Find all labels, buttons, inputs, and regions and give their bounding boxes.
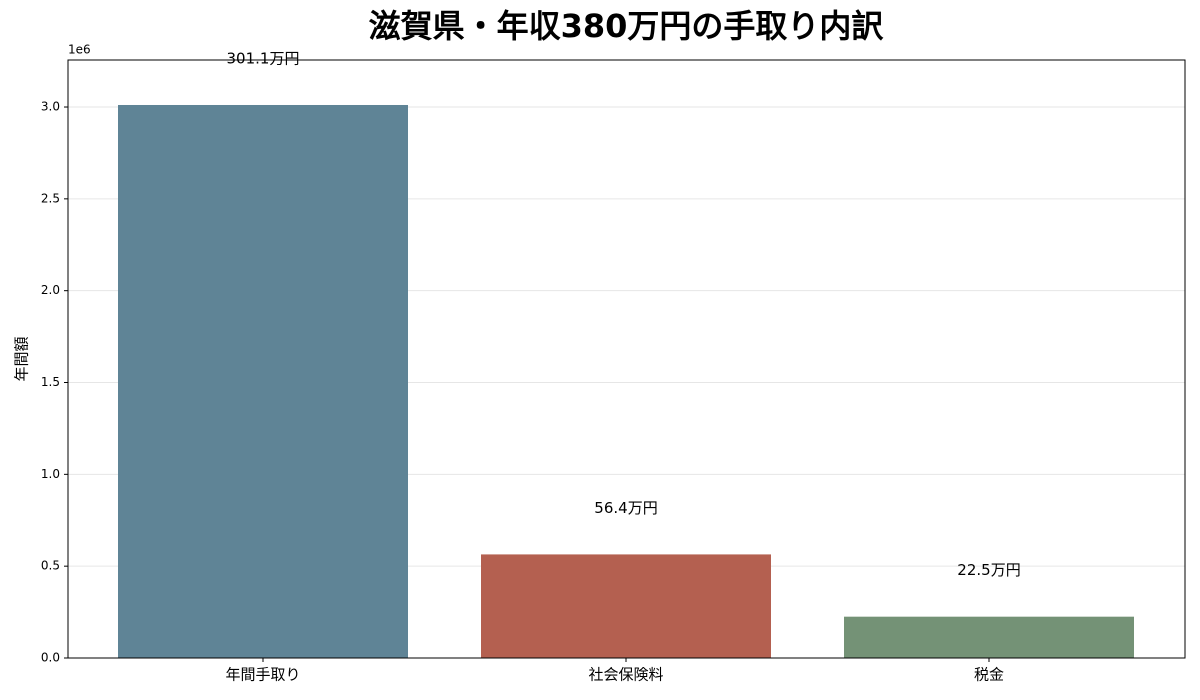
bar	[844, 616, 1134, 658]
y-tick-label: 3.0	[41, 100, 60, 114]
x-tick-label: 年間手取り	[225, 666, 300, 684]
bar	[481, 554, 771, 658]
y-offset-label: 1e6	[68, 43, 91, 57]
y-tick-label: 0.5	[41, 559, 60, 573]
value-label: 22.5万円	[957, 561, 1020, 579]
value-label: 301.1万円	[227, 49, 300, 67]
y-tick-label: 0.0	[41, 651, 60, 665]
y-axis-label: 年間額	[13, 336, 31, 381]
x-tick-label: 社会保険料	[588, 666, 663, 684]
x-tick-label: 税金	[974, 666, 1004, 684]
y-tick-label: 2.5	[41, 191, 60, 205]
bar	[118, 104, 408, 658]
plot-frame	[67, 59, 1186, 659]
y-tick-label: 2.0	[41, 283, 60, 297]
y-tick-label: 1.0	[41, 467, 60, 481]
y-tick-label: 1.5	[41, 375, 60, 389]
chart-title: 滋賀県・年収380万円の手取り内訳	[369, 7, 885, 45]
value-label: 56.4万円	[594, 499, 657, 517]
